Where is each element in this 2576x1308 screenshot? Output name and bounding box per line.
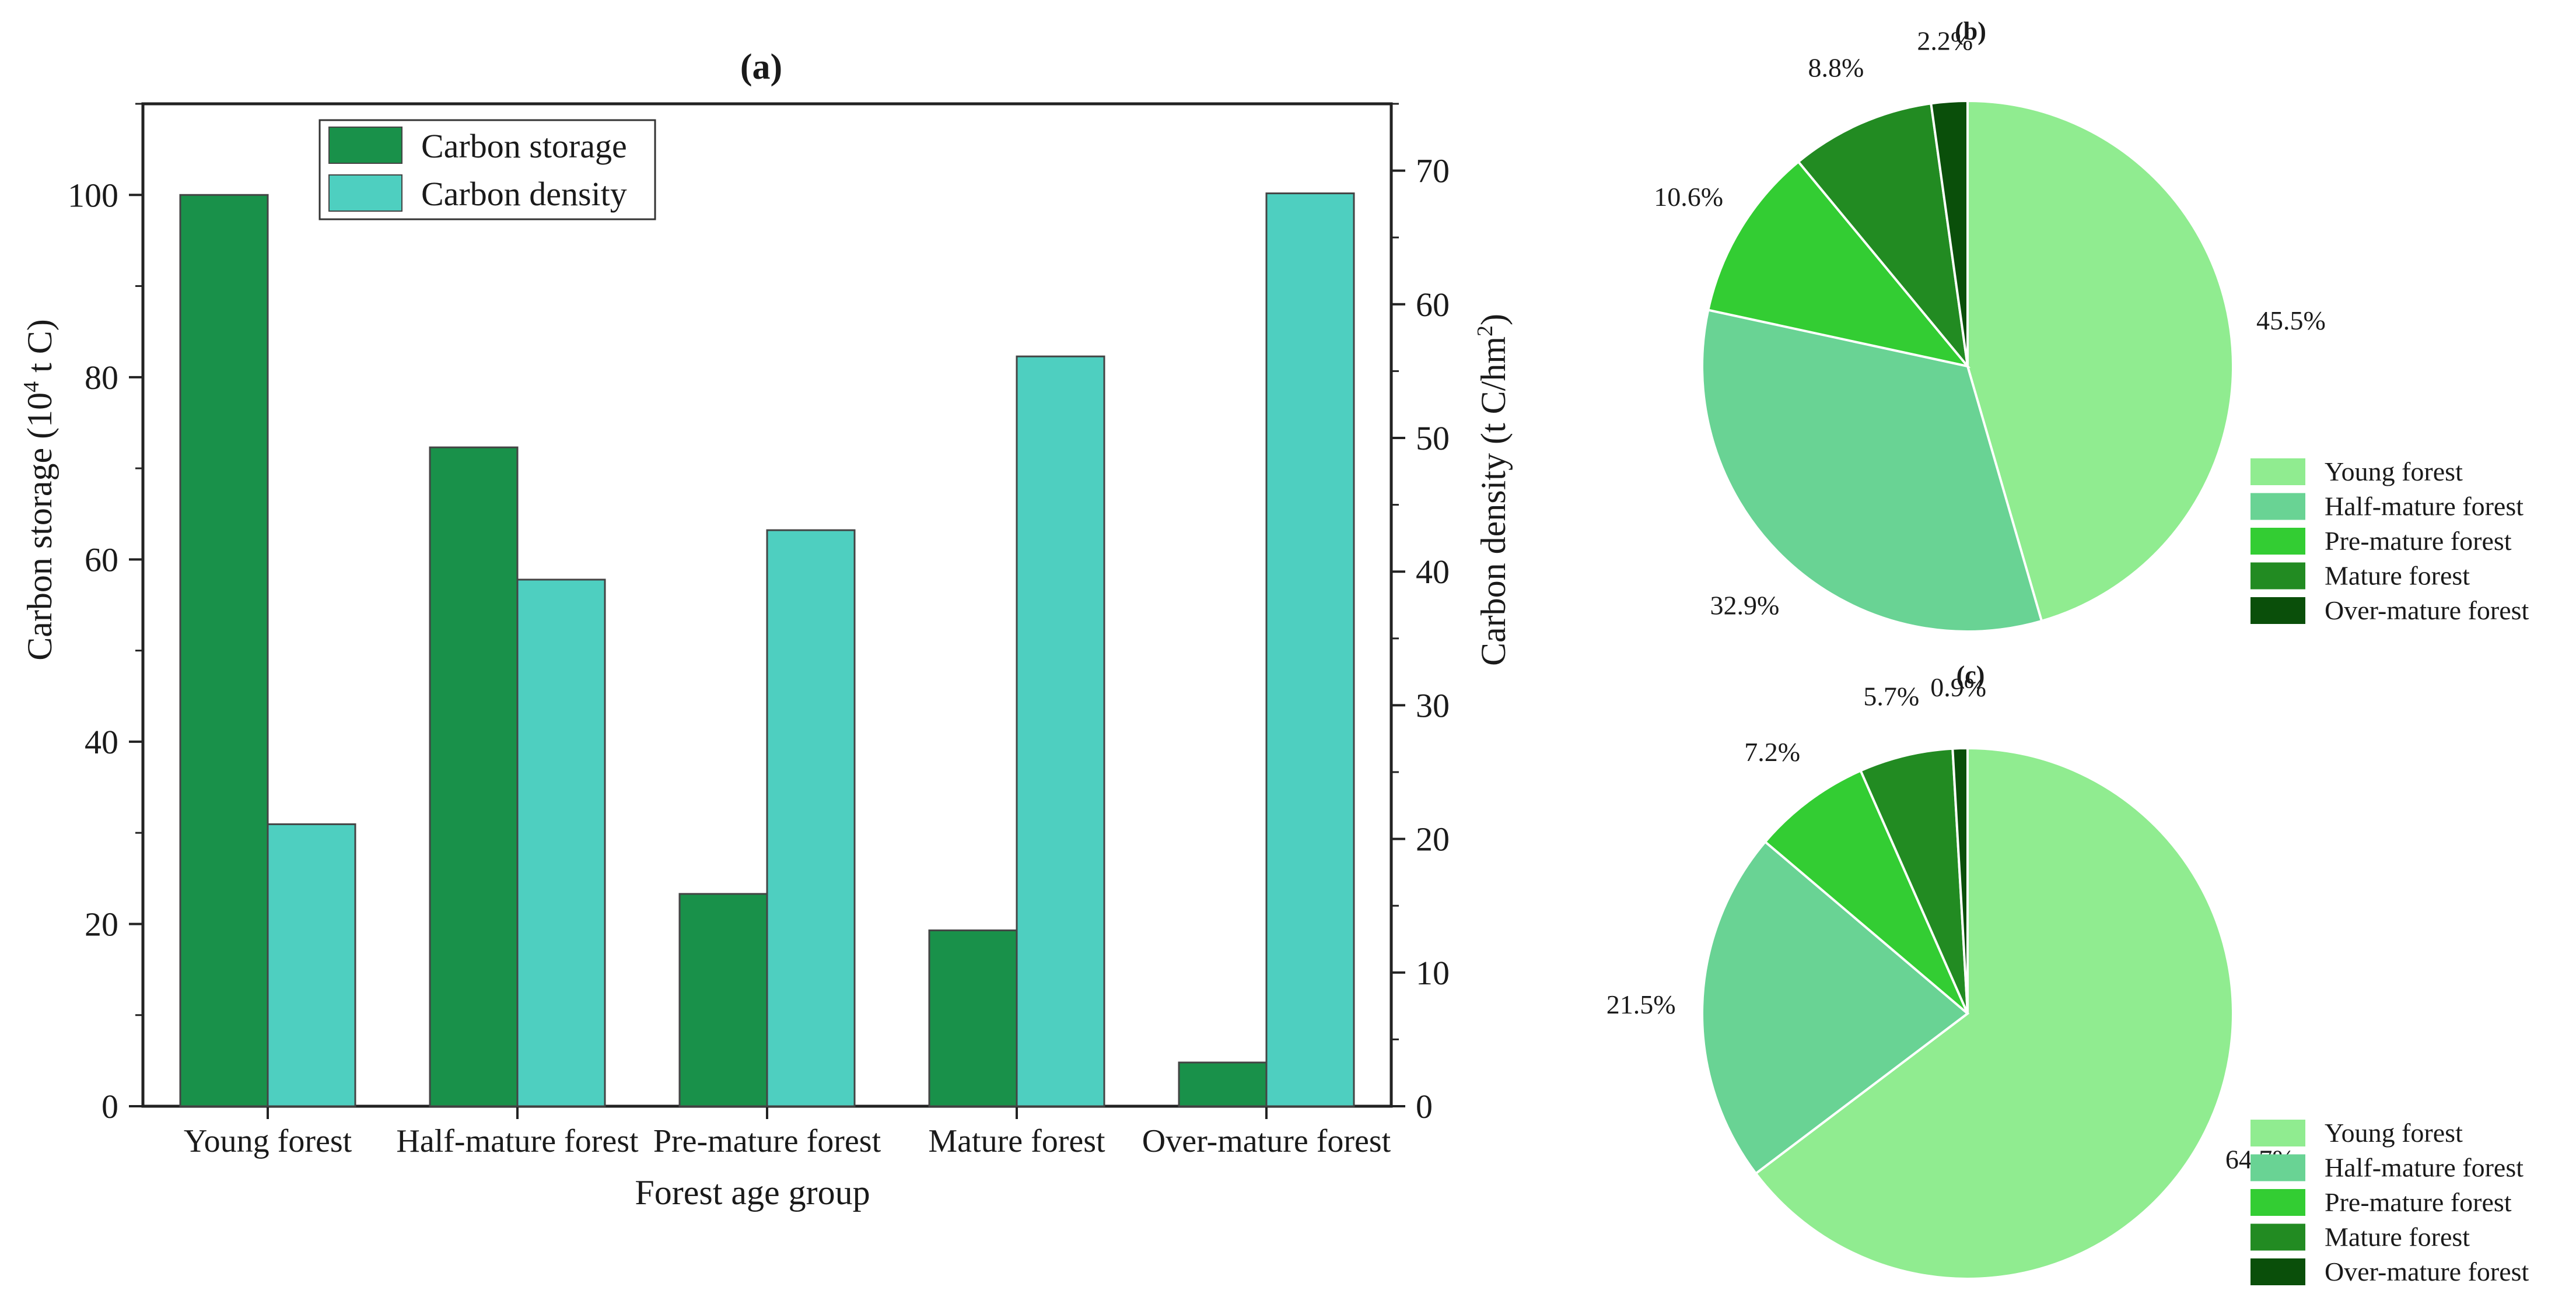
pie-c-value-label: 21.5% <box>1606 990 1676 1019</box>
pie-b-legend-label: Young forest <box>2325 457 2463 486</box>
pie-c-value-label: 5.7% <box>1863 681 1919 711</box>
pie-b-value-label: 45.5% <box>2256 306 2326 335</box>
carbon-storage-bar <box>928 929 1018 1107</box>
pie-c-legend-label: Mature forest <box>2325 1222 2470 1252</box>
x-category-label: Pre-mature forest <box>653 1123 881 1159</box>
right-tick-label: 60 <box>1416 286 1450 324</box>
x-axis-title: Forest age group <box>635 1173 870 1212</box>
pie-b-legend: Young forest Half-mature forest Pre-mature… <box>2250 457 2529 625</box>
right-tick-label: 10 <box>1416 954 1450 992</box>
pie-chart-b-panel: (b) 45.5% 32.9% 10.6% 8.8% 2.2% Young forest… <box>1654 17 2529 633</box>
pie-c-slice <box>1701 840 1970 1176</box>
pie-c-legend-label: Half-mature forest <box>2325 1153 2524 1183</box>
pie-c-legend-label: Over-mature forest <box>2325 1257 2529 1286</box>
carbon-density-bar <box>1016 355 1105 1107</box>
carbon-storage-bar <box>678 893 768 1107</box>
pie-c-title: (c) <box>1957 661 1985 689</box>
bar-chart-panel: (a) 0 20 40 60 80 100 0 10 20 30 40 50 60 70 Young fo… <box>19 47 1513 1212</box>
pie-c-slice <box>1951 746 1969 1014</box>
left-tick-label: 100 <box>68 176 118 214</box>
carbon-density-bar <box>516 578 606 1107</box>
legend-swatch-carbon-storage <box>328 127 402 164</box>
pie-b-legend-swatch <box>2250 597 2305 624</box>
right-tick-label: 70 <box>1416 152 1450 190</box>
pie-c-legend-swatch <box>2250 1154 2305 1181</box>
pie-c-slice <box>1859 747 1969 1014</box>
pie-b-legend-label: Pre-mature forest <box>2325 526 2512 556</box>
pie-c-legend-swatch <box>2250 1258 2305 1285</box>
pie-c-slice <box>1763 769 1969 1015</box>
pie-b-legend-swatch <box>2250 562 2305 590</box>
left-tick-label: 20 <box>85 905 118 943</box>
pie-c-value-label: 0.9% <box>1930 672 1986 702</box>
bar-tick-labels: 0 20 40 60 80 100 0 10 20 30 40 50 60 70 <box>68 152 1450 1125</box>
pie-b-value-label: 10.6% <box>1654 182 1723 212</box>
pie-c-slices <box>1701 746 2234 1280</box>
pie-b-slice <box>1706 160 1971 369</box>
pie-b-slice <box>1797 102 1969 370</box>
carbon-density-bar <box>766 529 856 1107</box>
pie-c-legend: Young forest Half-mature forest Pre-mature… <box>2250 1118 2529 1286</box>
left-tick-label: 80 <box>85 359 118 397</box>
pie-b-slice <box>1966 99 2234 623</box>
right-tick-label: 30 <box>1416 686 1450 724</box>
pie-b-legend-label: Mature forest <box>2325 561 2470 591</box>
pie-b-legend-swatch <box>2250 458 2305 485</box>
x-category-label: Young forest <box>184 1123 352 1159</box>
pie-b-slices <box>1701 99 2234 633</box>
pie-chart-c-panel: (c) 64.7%21.5%7.2%5.7%0.9% Young forestH… <box>1606 661 2529 1286</box>
pie-b-value-labels: 45.5% 32.9% 10.6% 8.8% 2.2% <box>1654 26 2326 620</box>
pie-c-slice <box>1754 746 2234 1280</box>
legend-label-carbon-density: Carbon density <box>421 175 627 213</box>
pie-b-slice <box>1701 308 2043 633</box>
pie-b-title: (b) <box>1955 17 1986 45</box>
bar-marks <box>179 192 1355 1107</box>
right-tick-label: 0 <box>1416 1088 1433 1125</box>
pie-c-value-label: 7.2% <box>1744 737 1800 767</box>
carbon-density-bar <box>267 823 356 1107</box>
right-tick-label: 40 <box>1416 553 1450 591</box>
pie-c-legend-label: Young forest <box>2325 1118 2463 1148</box>
x-category-label: Over-mature forest <box>1142 1123 1391 1159</box>
pie-b-legend-swatch <box>2250 493 2305 520</box>
pie-b-slice <box>1930 99 1969 367</box>
pie-c-legend-label: Pre-mature forest <box>2325 1187 2512 1217</box>
left-tick-label: 0 <box>102 1088 118 1125</box>
pie-c-legend-swatch <box>2250 1223 2305 1251</box>
pie-b-legend-label: Half-mature forest <box>2325 492 2524 521</box>
right-tick-label: 20 <box>1416 820 1450 858</box>
left-axis-title: Carbon storage (104 t C) <box>19 319 59 661</box>
bar-category-labels: Young forest Half-mature forest Pre-mature… <box>184 1123 1391 1159</box>
right-tick-label: 50 <box>1416 419 1450 457</box>
right-axis-title: Carbon density (t C/hm2) <box>1473 314 1513 666</box>
legend-label-carbon-storage: Carbon storage <box>421 127 627 165</box>
bar-legend: Carbon storage Carbon density <box>318 119 656 220</box>
legend-swatch-carbon-density <box>328 174 402 212</box>
left-tick-label: 60 <box>85 541 118 578</box>
pie-b-legend-swatch <box>2250 528 2305 555</box>
pie-b-value-label: 2.2% <box>1917 26 1973 55</box>
pie-b-legend-label: Over-mature forest <box>2325 595 2529 625</box>
carbon-storage-bar <box>429 446 519 1107</box>
x-category-label: Half-mature forest <box>396 1123 639 1159</box>
carbon-storage-bar <box>179 194 269 1107</box>
bar-chart-title: (a) <box>740 47 782 87</box>
left-tick-label: 40 <box>85 723 118 761</box>
pie-b-value-label: 32.9% <box>1710 590 1780 620</box>
carbon-storage-bar <box>1178 1061 1268 1107</box>
pie-b-value-label: 8.8% <box>1808 52 1864 82</box>
carbon-density-bar <box>1265 192 1355 1107</box>
pie-c-legend-swatch <box>2250 1120 2305 1146</box>
pie-c-legend-swatch <box>2250 1189 2305 1216</box>
x-category-label: Mature forest <box>928 1123 1105 1159</box>
